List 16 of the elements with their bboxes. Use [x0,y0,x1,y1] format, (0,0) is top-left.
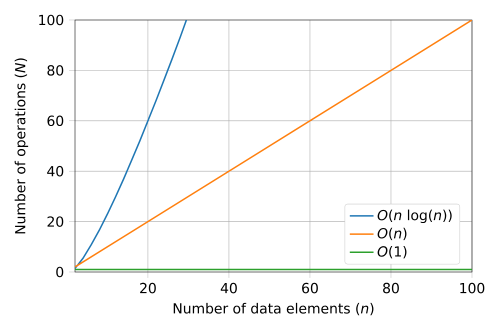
y-tick-label: 0 [56,266,64,278]
y-tick-label: 80 [47,65,64,76]
x-tick-label: 100 [460,282,484,294]
legend-label: O(n) [378,228,406,240]
x-tick-label: 40 [220,282,237,294]
x-tick-label: 80 [383,282,399,294]
y-tick-label: 100 [39,14,64,26]
y-tick-label: 20 [48,216,64,227]
y-tick-label: 40 [47,166,64,176]
legend-label: O(n log(n)) [378,210,452,224]
legend-label: O(1) [378,246,406,258]
x-axis-title: Number of data elements (n) [174,302,374,316]
x-tick-label: 20 [140,282,156,294]
y-axis-title: Number of operations (N) [14,58,28,234]
x-tick-label: 60 [302,282,318,294]
y-tick-label: 60 [47,116,64,126]
